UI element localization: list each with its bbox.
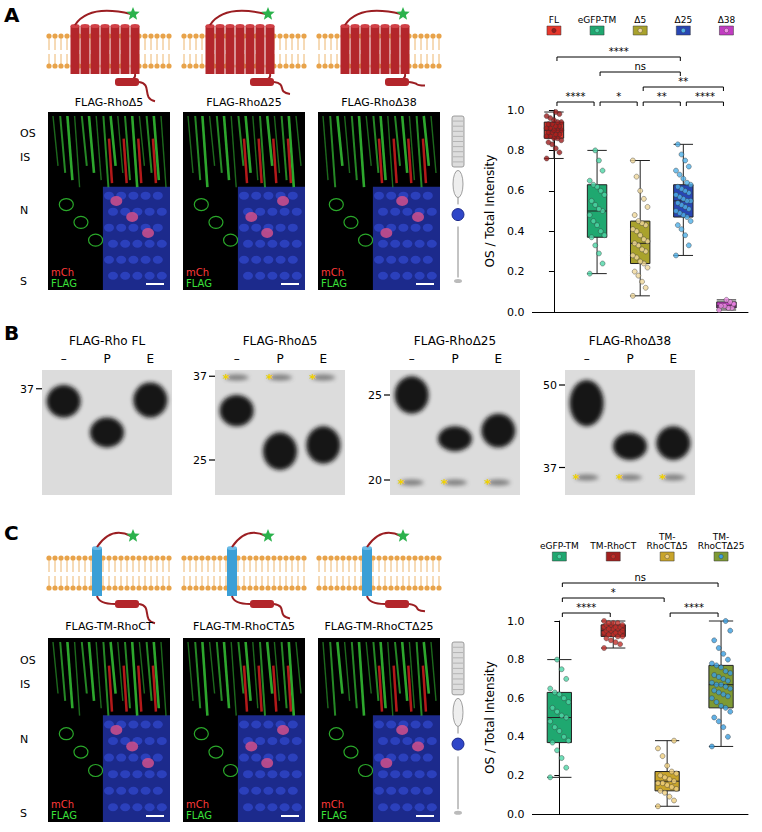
svg-text:****: **** — [609, 46, 629, 57]
svg-text:mCh: mCh — [51, 799, 74, 810]
svg-text:–: – — [61, 352, 67, 366]
svg-text:37: 37 — [543, 462, 557, 475]
svg-text:FLAG: FLAG — [186, 810, 212, 821]
svg-text:*: * — [573, 471, 580, 486]
svg-text:FLAG-TM-RhoCTΔ25: FLAG-TM-RhoCTΔ25 — [325, 620, 434, 633]
svg-text:FLAG-TM-RhoCT: FLAG-TM-RhoCT — [65, 620, 153, 633]
svg-text:FL: FL — [549, 15, 559, 25]
svg-text:eGFP-TM: eGFP-TM — [578, 15, 617, 25]
svg-text:FLAG-RhoΔ5: FLAG-RhoΔ5 — [243, 334, 318, 348]
svg-text:RhoCTΔ5: RhoCTΔ5 — [647, 541, 688, 551]
svg-text:FLAG: FLAG — [321, 810, 347, 821]
svg-text:50: 50 — [543, 379, 557, 392]
svg-text:OS / Total Intensity: OS / Total Intensity — [483, 155, 497, 268]
svg-text:0.6: 0.6 — [507, 692, 524, 705]
svg-text:0.6: 0.6 — [507, 184, 524, 197]
svg-text:****: **** — [695, 91, 715, 102]
svg-text:*: * — [441, 476, 448, 491]
svg-text:Δ25: Δ25 — [675, 15, 693, 25]
svg-text:–: – — [234, 352, 240, 366]
svg-text:FLAG-RhoΔ25: FLAG-RhoΔ25 — [414, 334, 496, 348]
svg-text:*: * — [616, 91, 621, 102]
svg-text:C: C — [4, 521, 19, 545]
svg-text:mCh: mCh — [321, 267, 344, 278]
svg-text:37: 37 — [20, 383, 34, 396]
svg-text:FLAG-RhoΔ5: FLAG-RhoΔ5 — [75, 96, 143, 109]
svg-text:0.2: 0.2 — [507, 265, 524, 278]
svg-text:0.8: 0.8 — [507, 144, 524, 157]
svg-text:*: * — [266, 371, 273, 386]
svg-text:*: * — [398, 476, 405, 491]
svg-text:FLAG-Rho FL: FLAG-Rho FL — [69, 334, 145, 348]
svg-text:*: * — [616, 471, 623, 486]
svg-text:0.4: 0.4 — [507, 225, 524, 238]
svg-text:*: * — [223, 371, 230, 386]
svg-text:FLAG-RhoΔ25: FLAG-RhoΔ25 — [206, 96, 281, 109]
svg-text:eGFP-TM: eGFP-TM — [540, 541, 579, 551]
svg-text:1.0: 1.0 — [507, 615, 524, 628]
svg-text:ns: ns — [634, 572, 646, 583]
svg-text:S: S — [20, 807, 27, 820]
svg-text:S: S — [20, 275, 27, 288]
svg-text:37: 37 — [193, 370, 207, 383]
svg-text:0.2: 0.2 — [507, 769, 524, 782]
svg-text:OS: OS — [20, 654, 36, 667]
svg-text:mCh: mCh — [186, 799, 209, 810]
svg-text:20: 20 — [368, 474, 382, 487]
svg-text:25: 25 — [193, 454, 207, 467]
svg-text:mCh: mCh — [321, 799, 344, 810]
svg-text:mCh: mCh — [51, 267, 74, 278]
svg-text:*: * — [309, 371, 316, 386]
svg-text:FLAG-RhoΔ38: FLAG-RhoΔ38 — [341, 96, 416, 109]
svg-text:N: N — [20, 204, 28, 217]
svg-text:B: B — [4, 321, 19, 345]
svg-text:FLAG-RhoΔ38: FLAG-RhoΔ38 — [589, 334, 671, 348]
svg-text:1.0: 1.0 — [507, 104, 524, 117]
svg-text:*: * — [484, 476, 491, 491]
svg-text:FLAG-TM-RhoCTΔ5: FLAG-TM-RhoCTΔ5 — [193, 620, 295, 633]
svg-text:P: P — [626, 352, 633, 366]
svg-text:A: A — [4, 3, 20, 27]
svg-text:P: P — [451, 352, 458, 366]
svg-text:Δ38: Δ38 — [718, 15, 736, 25]
svg-text:OS: OS — [20, 127, 36, 140]
svg-text:E: E — [670, 352, 678, 366]
svg-text:mCh: mCh — [186, 267, 209, 278]
svg-text:FLAG: FLAG — [51, 810, 77, 821]
svg-text:IS: IS — [20, 678, 30, 691]
svg-text:0.4: 0.4 — [507, 730, 524, 743]
svg-text:E: E — [147, 352, 155, 366]
svg-text:**: ** — [678, 76, 688, 87]
svg-text:FLAG: FLAG — [51, 278, 77, 289]
svg-text:ns: ns — [634, 61, 646, 72]
svg-text:IS: IS — [20, 151, 30, 164]
svg-text:****: **** — [576, 602, 596, 613]
svg-text:*: * — [611, 587, 616, 598]
svg-text:0.0: 0.0 — [507, 808, 524, 821]
svg-text:OS / Total Intensity: OS / Total Intensity — [483, 661, 497, 774]
svg-text:TM-: TM- — [712, 531, 730, 542]
svg-text:****: **** — [566, 91, 586, 102]
svg-text:N: N — [20, 733, 28, 746]
svg-text:****: **** — [684, 602, 704, 613]
svg-text:*: * — [659, 471, 666, 486]
svg-text:E: E — [320, 352, 328, 366]
svg-text:FLAG: FLAG — [321, 278, 347, 289]
svg-text:TM-RhoCT: TM-RhoCT — [589, 541, 636, 551]
svg-text:P: P — [276, 352, 283, 366]
svg-text:**: ** — [657, 91, 667, 102]
svg-text:–: – — [409, 352, 415, 366]
svg-text:–: – — [584, 352, 590, 366]
svg-text:Δ5: Δ5 — [634, 15, 646, 25]
svg-text:P: P — [103, 352, 110, 366]
svg-text:0.8: 0.8 — [507, 653, 524, 666]
svg-text:25: 25 — [368, 389, 382, 402]
svg-text:FLAG: FLAG — [186, 278, 212, 289]
svg-text:RhoCTΔ25: RhoCTΔ25 — [698, 541, 745, 551]
svg-text:TM-: TM- — [658, 531, 676, 542]
svg-text:0.0: 0.0 — [507, 306, 524, 319]
svg-text:E: E — [495, 352, 503, 366]
